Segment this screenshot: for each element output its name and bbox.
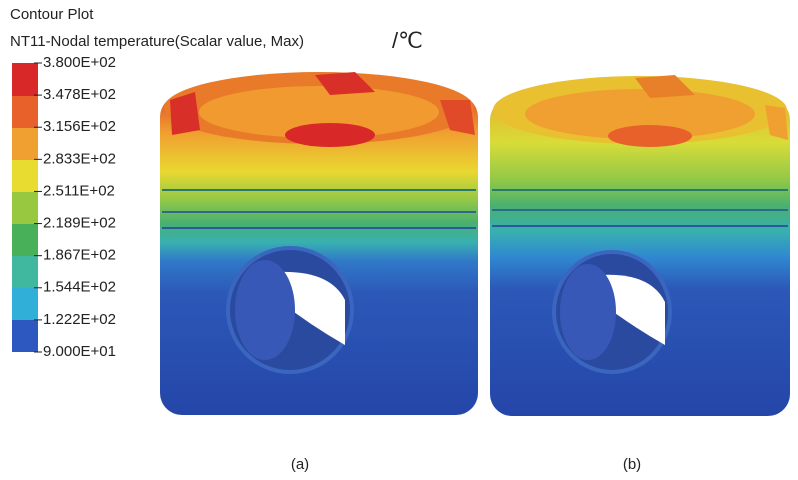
level-label: 2.511E+02 — [43, 182, 115, 199]
level-label: 3.800E+02 — [43, 54, 116, 71]
colorbar — [12, 63, 38, 352]
piston-b — [490, 75, 790, 416]
band — [12, 320, 38, 352]
band — [12, 256, 38, 288]
level-label: 3.156E+02 — [43, 118, 116, 135]
band — [12, 192, 38, 224]
band — [12, 63, 38, 96]
level-label: 2.189E+02 — [43, 215, 116, 232]
level-label: 1.222E+02 — [43, 311, 116, 328]
level-label: 3.478E+02 — [43, 86, 116, 103]
panel-label: (b) — [623, 456, 641, 473]
band — [12, 128, 38, 160]
piston-a — [160, 72, 478, 415]
band — [12, 160, 38, 192]
subtitle: NT11-Nodal temperature(Scalar value, Max… — [10, 33, 304, 50]
band — [12, 224, 38, 256]
band — [12, 96, 38, 128]
level-label: 1.544E+02 — [43, 279, 116, 296]
colorbar-labels: 3.800E+02 3.478E+02 3.156E+02 2.833E+02 2.51… — [34, 54, 116, 360]
panel-label: (a) — [291, 456, 309, 473]
level-label: 2.833E+02 — [43, 150, 116, 167]
band — [12, 288, 38, 320]
title: Contour Plot — [10, 6, 94, 23]
level-label: 1.867E+02 — [43, 247, 116, 264]
figure: Contour Plot NT11-Nodal temperature(Scal… — [0, 0, 798, 480]
unit: /℃ — [392, 28, 423, 53]
level-label: 9.000E+01 — [43, 343, 116, 360]
